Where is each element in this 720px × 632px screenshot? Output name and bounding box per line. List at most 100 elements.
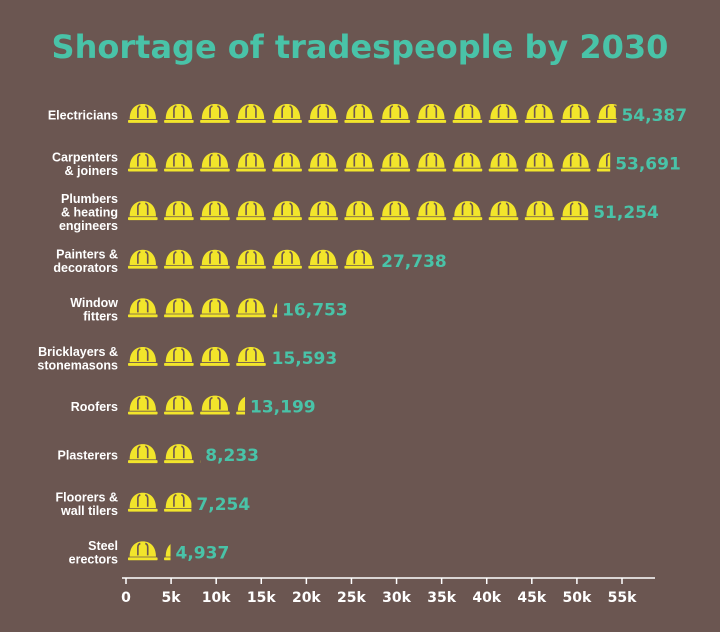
x-tick-label: 15k [247,590,276,606]
x-tick-label: 40k [472,590,501,606]
chart-title: Shortage of tradespeople by 2030 [52,28,669,66]
x-tick-label: 20k [292,590,321,606]
category-label: Electricians [48,109,118,123]
hard-hat-icon [272,201,302,221]
chart-row: Bricklayers & stonemasons 15,593 [37,345,337,373]
hard-hat-icon [164,298,194,318]
chart-row: Electricians 54,387 [48,103,687,126]
hard-hat-icon [236,298,266,318]
hard-hat-icon [524,152,555,172]
category-label: Painters & decorators [53,248,118,276]
value-label: 4,937 [176,543,230,563]
value-label: 8,233 [205,446,259,466]
hard-hat-icon [272,302,278,318]
bar [128,249,375,269]
x-tick-label: 25k [337,590,366,606]
hard-hat-icon [164,444,194,464]
hard-hat-icon [596,103,617,123]
chart-row: Plasterers 8,233 [58,444,259,466]
hard-hat-icon [200,298,230,318]
hard-hat-icon [200,460,201,463]
hard-hat-icon [164,395,194,415]
hard-hat-icon [452,201,483,221]
hard-hat-icon [308,249,338,269]
chart-rows: Electricians 54,387 Carpenters & joiners 53,… [37,103,687,567]
bar [128,103,617,123]
hard-hat-icon [128,444,158,464]
hard-hat-icon [344,103,375,123]
hard-hat-icon [344,249,375,269]
hard-hat-icon [524,201,555,221]
hard-hat-icon [560,103,591,123]
chart-row: Plumbers & heating engineers 51,254 [59,192,659,233]
value-label: 7,254 [196,495,250,515]
chart-row: Painters & decorators 27,738 [53,248,446,276]
hard-hat-icon [200,152,230,172]
category-label: Window fitters [70,296,118,324]
category-label: Bricklayers & stonemasons [37,345,118,373]
x-tick-label: 10k [202,590,231,606]
chart-row: Floorers & wall tilers 7,254 [55,491,250,519]
x-tick-label: 45k [517,590,546,606]
hard-hat-icon [164,103,194,123]
hard-hat-icon [164,346,194,366]
hard-hat-icon [560,152,591,172]
hard-hat-icon [128,298,158,318]
hard-hat-icon [416,201,447,221]
hard-hat-icon [128,249,158,269]
hard-hat-icon [128,492,158,512]
hard-hat-icon [200,201,230,221]
hard-hat-icon [200,249,230,269]
bar [128,492,192,512]
bar [128,444,201,464]
hard-hat-icon [128,152,158,172]
hard-hat-icon [416,152,447,172]
hard-hat-icon [164,492,192,512]
hard-hat-icon [128,346,158,366]
x-tick-label: 0 [121,590,131,606]
hard-hat-icon [164,544,171,561]
category-label: Roofers [71,400,118,414]
value-label: 15,593 [272,349,338,369]
hard-hat-icon [164,201,194,221]
hard-hat-icon [380,152,411,172]
hard-hat-icon [452,103,483,123]
hard-hat-icon [164,249,194,269]
x-tick-label: 30k [382,590,411,606]
category-label: Steel erectors [69,539,118,567]
hard-hat-icon [452,152,483,172]
category-label: Plasterers [58,449,119,463]
hard-hat-icon [488,152,519,172]
hard-hat-icon [272,249,302,269]
hard-hat-icon [236,346,266,366]
value-label: 51,254 [593,203,659,223]
category-label: Floorers & wall tilers [55,491,118,519]
hard-hat-icon [128,541,158,561]
x-axis: 0 5k 10k 15k 20k 25k 30k 35k 40k 45k 50k 55k [121,577,655,606]
category-label: Carpenters & joiners [52,150,118,178]
x-tick-label: 5k [162,590,182,606]
hard-hat-icon [272,103,302,123]
value-label: 13,199 [250,398,316,418]
hard-hat-icon [488,201,519,221]
value-label: 27,738 [381,252,447,272]
hard-hat-icon [236,103,266,123]
hard-hat-icon [200,346,230,366]
value-label: 16,753 [282,300,348,320]
hard-hat-icon [344,201,375,221]
hard-hat-icon [560,201,589,221]
chart-row: Carpenters & joiners 53,691 [52,150,681,178]
value-label: 54,387 [621,106,687,126]
hard-hat-icon [200,395,230,415]
bar [128,201,589,221]
hard-hat-icon [236,201,266,221]
hard-hat-icon [128,103,158,123]
hard-hat-icon [164,152,194,172]
bar [128,298,278,318]
chart-row: Window fitters 16,753 [70,296,347,324]
hard-hat-icon [308,152,338,172]
hard-hat-icon [380,103,411,123]
hard-hat-icon [128,395,158,415]
value-label: 53,691 [615,155,681,175]
